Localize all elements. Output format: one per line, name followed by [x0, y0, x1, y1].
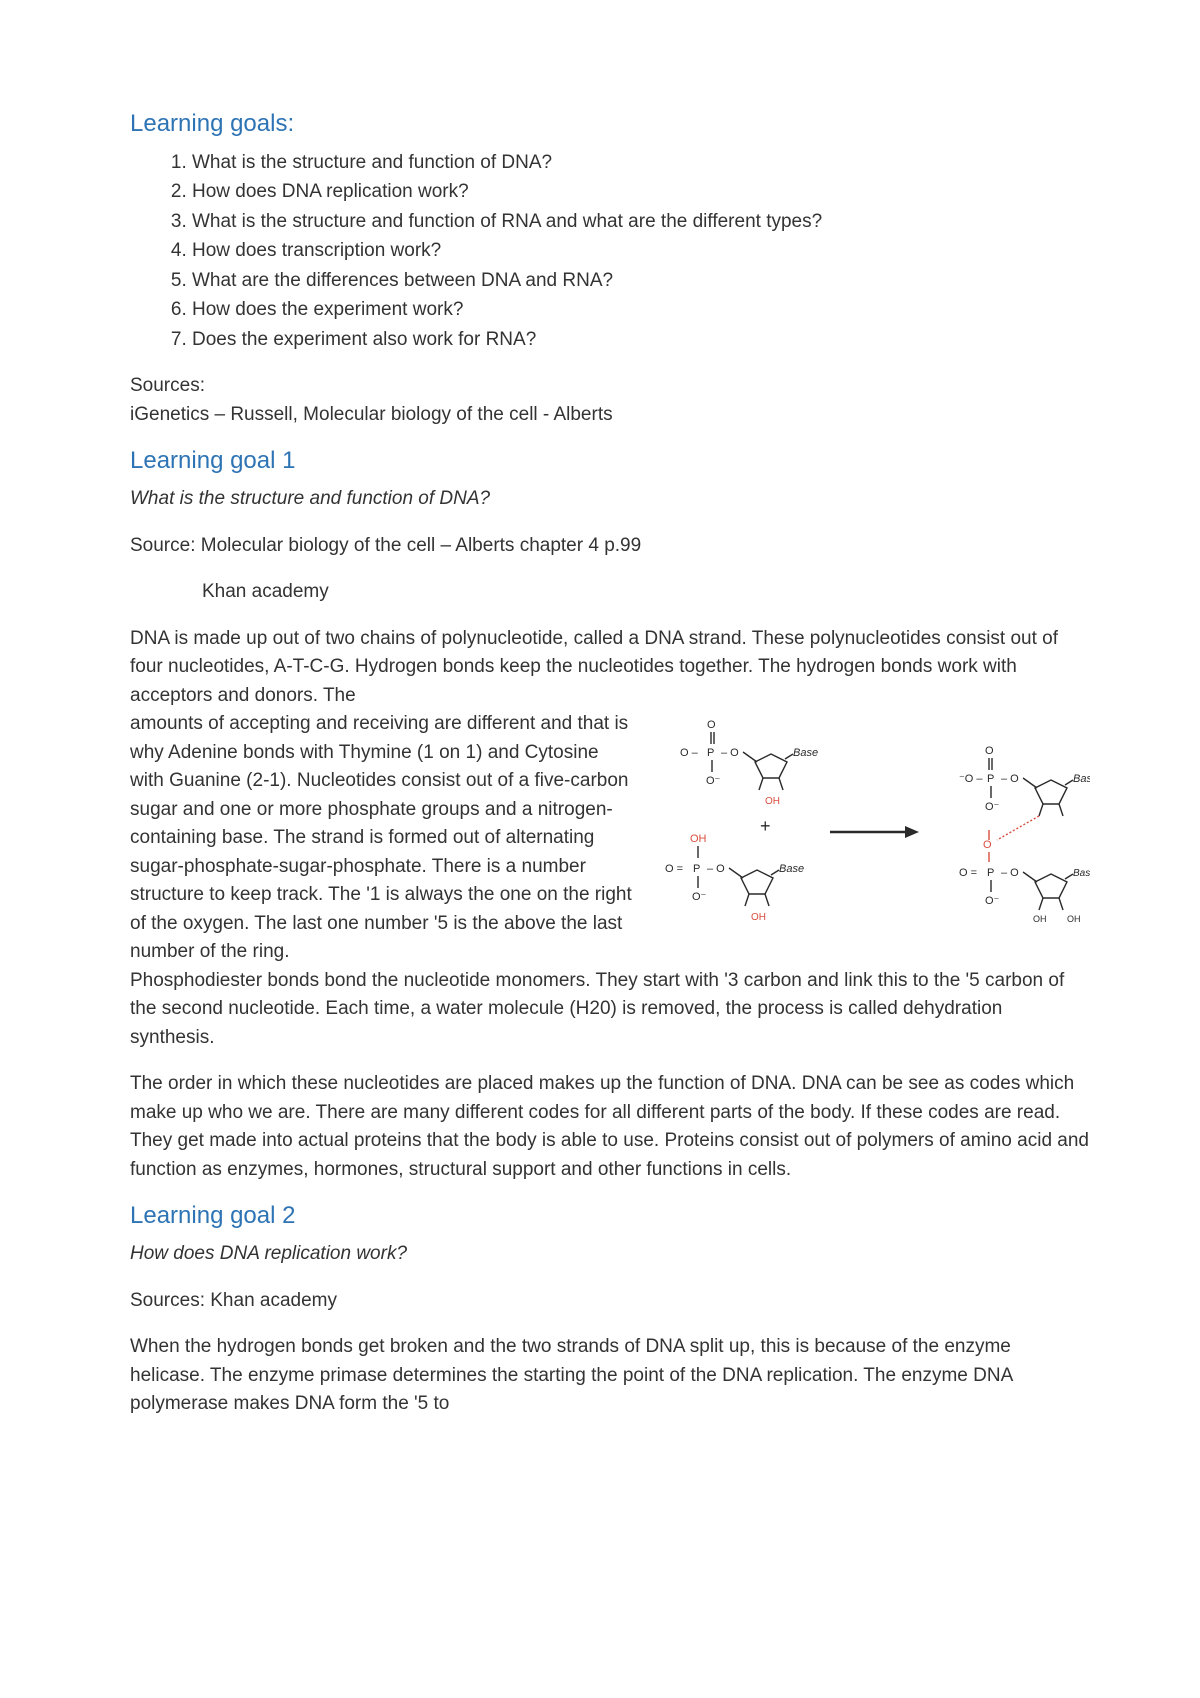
svg-text:P: P — [707, 747, 714, 759]
learning-goals-section: Learning goals: What is the structure an… — [130, 110, 1090, 429]
nucleotide-diagram-svg: O O – P – O O⁻ Base OH — [645, 714, 1090, 949]
svg-text:⁻O –: ⁻O – — [959, 773, 983, 785]
sources-text: iGenetics – Russell, Molecular biology o… — [130, 401, 1090, 430]
svg-text:P: P — [693, 863, 700, 875]
goal-item: What is the structure and function of RN… — [192, 207, 1090, 236]
goal-item: What is the structure and function of DN… — [192, 148, 1090, 177]
svg-text:P: P — [987, 867, 994, 879]
svg-text:O⁻: O⁻ — [985, 895, 1000, 907]
goal-item: What are the differences between DNA and… — [192, 266, 1090, 295]
svg-text:Base: Base — [793, 747, 818, 759]
svg-text:OH: OH — [751, 912, 766, 923]
sources-label: Sources: — [130, 372, 1090, 401]
learning-goal-1-section: Learning goal 1 What is the structure an… — [130, 447, 1090, 1184]
lg1-source: Source: Molecular biology of the cell – … — [130, 532, 1090, 561]
svg-text:O⁻: O⁻ — [692, 891, 707, 903]
lg2-sources: Sources: Khan academy — [130, 1287, 1090, 1316]
goal-item: How does transcription work? — [192, 236, 1090, 265]
lg1-para1-pre: DNA is made up out of two chains of poly… — [130, 625, 1090, 711]
goal-item: How does DNA replication work? — [192, 177, 1090, 206]
svg-text:OH: OH — [1033, 914, 1047, 924]
svg-text:OH: OH — [765, 796, 780, 807]
svg-text:Base: Base — [1073, 868, 1090, 879]
svg-text:O: O — [707, 719, 716, 731]
svg-text:O⁻: O⁻ — [985, 801, 1000, 813]
svg-text:O =: O = — [665, 863, 683, 875]
learning-goal-2-section: Learning goal 2 How does DNA replication… — [130, 1202, 1090, 1419]
svg-text:– O: – O — [1001, 867, 1019, 879]
lg2-para1: When the hydrogen bonds get broken and t… — [130, 1333, 1090, 1419]
goals-list: What is the structure and function of DN… — [192, 148, 1090, 354]
svg-text:P: P — [987, 773, 994, 785]
svg-text:OH: OH — [690, 833, 707, 845]
svg-text:O⁻: O⁻ — [706, 775, 721, 787]
svg-text:O: O — [983, 839, 992, 851]
lg1-source2: Khan academy — [202, 578, 1090, 607]
svg-text:Base: Base — [779, 863, 804, 875]
svg-text:+: + — [760, 816, 771, 836]
svg-text:– O: – O — [1001, 773, 1019, 785]
lg1-para1-post: Phosphodiester bonds bond the nucleotide… — [130, 967, 1090, 1053]
lg1-subheading: What is the structure and function of DN… — [130, 485, 1090, 514]
lg1-wrap-block: O O – P – O O⁻ Base OH — [130, 710, 1090, 967]
goal-item: Does the experiment also work for RNA? — [192, 325, 1090, 354]
lg2-subheading: How does DNA replication work? — [130, 1240, 1090, 1269]
svg-text:O –: O – — [680, 747, 699, 759]
svg-text:O =: O = — [959, 867, 977, 879]
svg-text:Base: Base — [1073, 773, 1090, 785]
svg-text:– O: – O — [721, 747, 739, 759]
svg-text:OH: OH — [1067, 914, 1081, 924]
nucleotide-diagram: O O – P – O O⁻ Base OH — [645, 714, 1090, 949]
learning-goals-heading: Learning goals: — [130, 110, 1090, 138]
lg2-heading: Learning goal 2 — [130, 1202, 1090, 1230]
lg1-para2: The order in which these nucleotides are… — [130, 1070, 1090, 1184]
svg-text:O: O — [985, 745, 994, 757]
lg1-heading: Learning goal 1 — [130, 447, 1090, 475]
goal-item: How does the experiment work? — [192, 295, 1090, 324]
svg-text:– O: – O — [707, 863, 725, 875]
